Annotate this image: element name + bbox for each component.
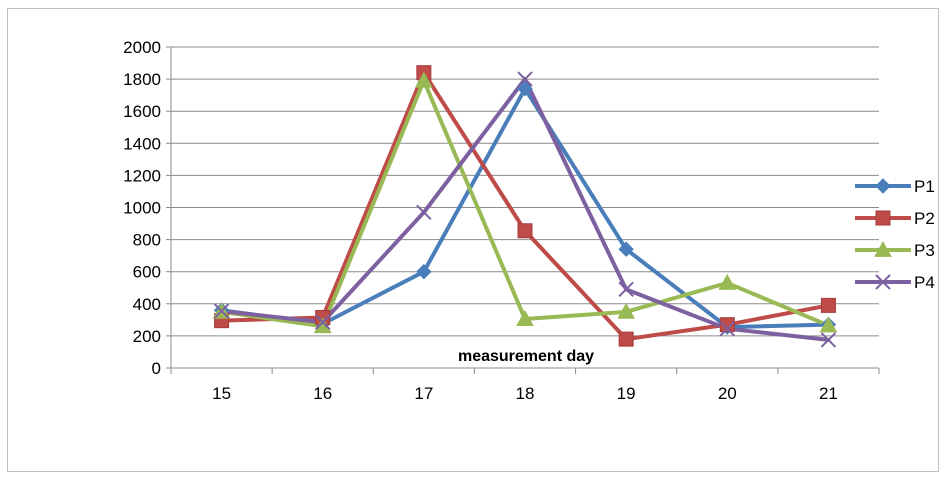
- data-point-p4: [416, 204, 432, 221]
- data-point-p1: [517, 81, 533, 97]
- data-point-p4: [517, 71, 533, 87]
- legend-label: P4: [914, 273, 935, 292]
- marker-stroke: [618, 281, 634, 298]
- legend: P1 P2 P3 P4: [855, 177, 935, 292]
- marker-stroke: [719, 320, 735, 337]
- y-tick-label: 1000: [123, 199, 161, 218]
- x-tick-label: 18: [516, 384, 535, 403]
- x-axis-title: measurement day: [458, 348, 594, 365]
- y-tick-label: 1600: [123, 102, 161, 121]
- legend-label: P3: [914, 241, 935, 260]
- legend-item-p4: P4: [855, 273, 935, 292]
- data-point-p3: [819, 316, 838, 333]
- legend-item-p2: P2: [855, 209, 935, 228]
- y-tick-label: 2000: [123, 38, 161, 57]
- marker-stroke: [820, 332, 837, 348]
- legend-item-p1: P1: [855, 177, 935, 196]
- axes: 0 200 400 600 800 1000 1200 1400 1600 1800 2000 15 1…: [123, 38, 880, 403]
- x-tick-label: 16: [313, 384, 332, 403]
- data-point-p1: [416, 263, 432, 280]
- legend-item-p3: P3: [855, 240, 935, 260]
- data-point-p3: [415, 71, 433, 88]
- data-point-p4: [315, 314, 331, 330]
- data-point-p3: [516, 310, 534, 326]
- y-tick-label: 1400: [123, 134, 161, 153]
- series-line-p4: [219, 77, 831, 342]
- y-tick-label: 0: [152, 359, 161, 378]
- legend-label: P1: [914, 177, 935, 196]
- marker-stroke: [416, 204, 432, 221]
- y-tick-label: 800: [133, 231, 161, 250]
- marker-stroke: [517, 71, 533, 87]
- series-line-p2: [219, 70, 831, 342]
- data-point-p2: [618, 331, 634, 347]
- legend-marker: [874, 240, 892, 257]
- legend-marker: [875, 210, 891, 226]
- x-tick-label: 17: [414, 384, 433, 403]
- data-point-p4: [213, 303, 230, 319]
- x-tick-label: 21: [819, 384, 838, 403]
- y-tick-label: 600: [133, 263, 161, 282]
- y-tick-label: 1800: [123, 70, 161, 89]
- data-point-p3: [617, 302, 635, 319]
- data-point-p4: [618, 281, 634, 298]
- legend-marker: [875, 274, 891, 290]
- data-point-p4: [719, 320, 735, 337]
- data-point-p2: [517, 223, 533, 239]
- x-tick-label: 20: [718, 384, 737, 403]
- y-tick-label: 200: [133, 327, 161, 346]
- data-point-p3: [718, 273, 737, 290]
- legend-label: P2: [914, 209, 935, 228]
- legend-marker: [875, 178, 891, 194]
- series-lines: [212, 65, 838, 348]
- data-point-p1: [618, 241, 634, 257]
- marker-stroke: [213, 303, 230, 319]
- data-point-p2: [820, 297, 836, 313]
- x-tick-label: 19: [617, 384, 636, 403]
- y-tick-label: 1200: [123, 166, 161, 185]
- marker-stroke: [875, 274, 891, 290]
- data-point-p2: [719, 317, 735, 333]
- x-tick-label: 15: [212, 384, 231, 403]
- marker-stroke: [315, 314, 331, 330]
- series-line-p3: [219, 78, 831, 329]
- data-point-p4: [820, 332, 837, 348]
- y-tick-label: 400: [133, 295, 161, 314]
